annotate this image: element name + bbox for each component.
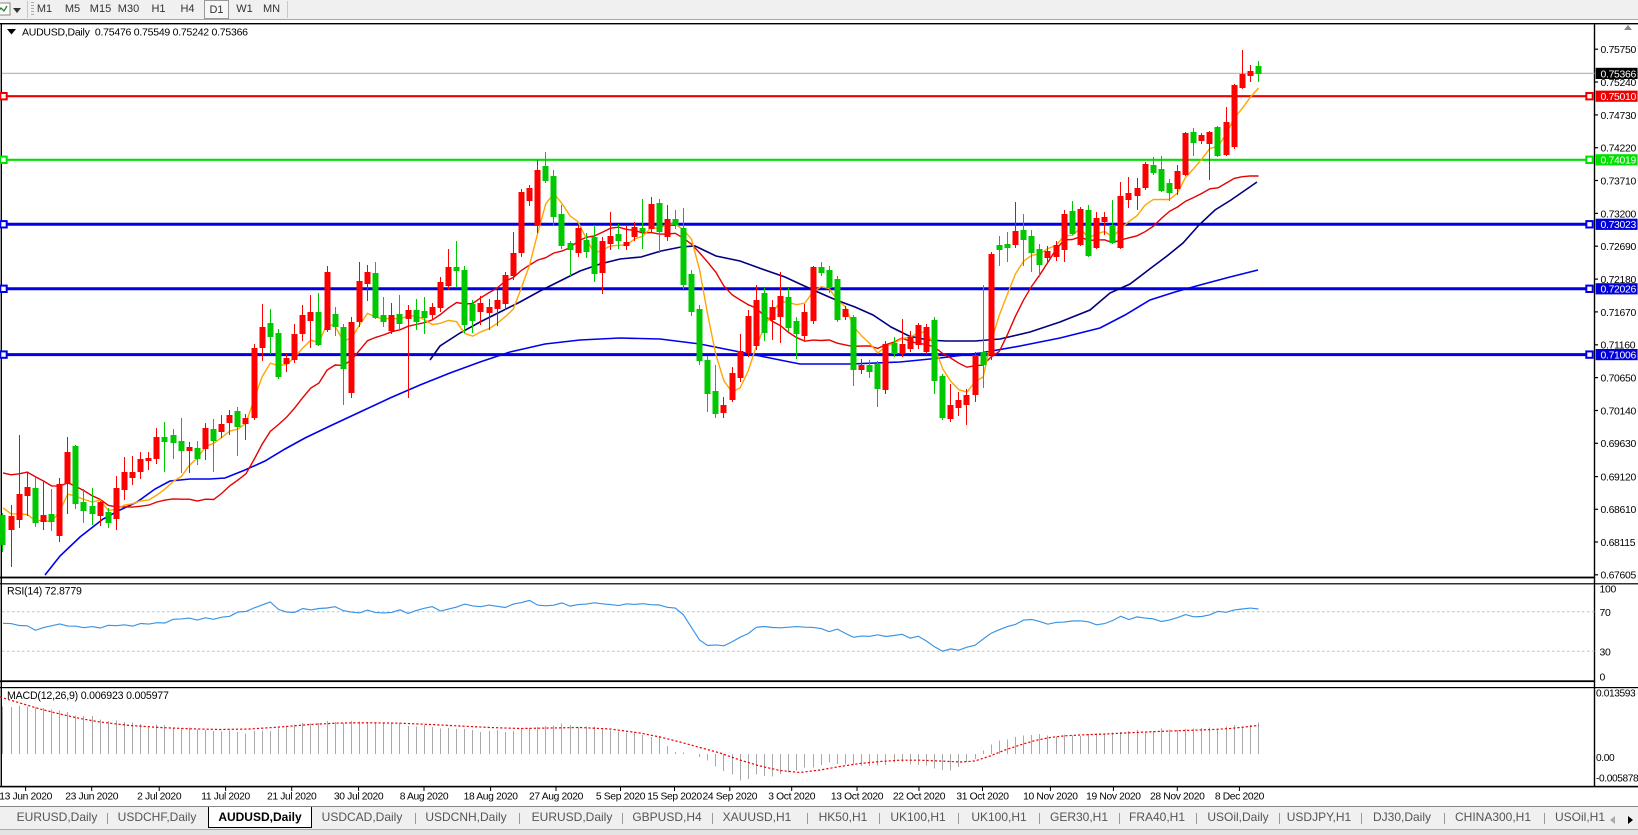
svg-text:15 Sep 2020: 15 Sep 2020 xyxy=(647,792,702,803)
svg-text:0.73200: 0.73200 xyxy=(1601,209,1637,220)
svg-text:0.71006: 0.71006 xyxy=(1601,351,1637,362)
svg-text:0.74019: 0.74019 xyxy=(1601,156,1637,167)
svg-text:0.68115: 0.68115 xyxy=(1601,538,1636,549)
svg-text:-0.005878: -0.005878 xyxy=(1596,774,1638,785)
svg-text:28 Nov 2020: 28 Nov 2020 xyxy=(1150,792,1205,803)
svg-text:0: 0 xyxy=(1600,673,1606,684)
svg-text:24 Sep 2020: 24 Sep 2020 xyxy=(703,792,758,803)
svg-text:0.73710: 0.73710 xyxy=(1601,176,1637,187)
svg-text:8 Dec 2020: 8 Dec 2020 xyxy=(1215,792,1265,803)
svg-text:2 Jul 2020: 2 Jul 2020 xyxy=(137,792,182,803)
svg-text:0.74220: 0.74220 xyxy=(1601,144,1637,155)
svg-text:21 Jul 2020: 21 Jul 2020 xyxy=(267,792,317,803)
svg-text:11 Jul 2020: 11 Jul 2020 xyxy=(201,792,250,803)
svg-text:0.72690: 0.72690 xyxy=(1601,242,1637,253)
svg-text:31 Oct 2020: 31 Oct 2020 xyxy=(956,792,1009,803)
svg-text:0.70140: 0.70140 xyxy=(1601,406,1637,417)
svg-text:23 Jun 2020: 23 Jun 2020 xyxy=(65,792,118,803)
svg-text:0.70650: 0.70650 xyxy=(1601,374,1637,385)
svg-text:27 Aug 2020: 27 Aug 2020 xyxy=(529,792,584,803)
svg-text:0.013593: 0.013593 xyxy=(1596,689,1636,700)
svg-text:3 Oct 2020: 3 Oct 2020 xyxy=(768,792,815,803)
svg-text:22 Oct 2020: 22 Oct 2020 xyxy=(893,792,946,803)
svg-text:8 Aug 2020: 8 Aug 2020 xyxy=(400,792,449,803)
svg-text:0.67605: 0.67605 xyxy=(1601,571,1637,582)
svg-text:30 Jul 2020: 30 Jul 2020 xyxy=(334,792,384,803)
svg-text:0.69120: 0.69120 xyxy=(1601,473,1637,484)
svg-text:0.72026: 0.72026 xyxy=(1601,285,1637,296)
svg-text:100: 100 xyxy=(1600,585,1617,596)
svg-text:0.75750: 0.75750 xyxy=(1601,45,1637,56)
svg-text:0.69630: 0.69630 xyxy=(1601,439,1637,450)
svg-text:0.71160: 0.71160 xyxy=(1601,341,1636,352)
svg-text:RSI(14) 72.8779: RSI(14) 72.8779 xyxy=(7,586,82,598)
svg-text:13 Jun 2020: 13 Jun 2020 xyxy=(0,792,53,803)
svg-text:0.73023: 0.73023 xyxy=(1601,220,1637,231)
svg-text:70: 70 xyxy=(1600,608,1611,619)
svg-text:0.72180: 0.72180 xyxy=(1601,275,1637,286)
svg-text:0.74730: 0.74730 xyxy=(1601,111,1637,122)
svg-text:0.00: 0.00 xyxy=(1596,753,1615,764)
svg-text:0.68610: 0.68610 xyxy=(1601,505,1637,516)
svg-text:0.75366: 0.75366 xyxy=(1601,69,1637,80)
svg-text:19 Nov 2020: 19 Nov 2020 xyxy=(1086,792,1141,803)
svg-text:0.71670: 0.71670 xyxy=(1601,308,1637,319)
svg-text:5 Sep 2020: 5 Sep 2020 xyxy=(596,792,646,803)
svg-text:0.75240: 0.75240 xyxy=(1601,78,1637,89)
svg-text:MACD(12,26,9) 0.006923 0.00597: MACD(12,26,9) 0.006923 0.005977 xyxy=(7,690,169,702)
svg-text:30: 30 xyxy=(1600,647,1611,658)
svg-text:AUDUSD,Daily 0.75476 0.75549: AUDUSD,Daily 0.75476 0.75549 0.75242 0.7… xyxy=(22,27,248,39)
svg-text:13 Oct 2020: 13 Oct 2020 xyxy=(831,792,884,803)
svg-text:10 Nov 2020: 10 Nov 2020 xyxy=(1023,792,1078,803)
svg-text:18 Aug 2020: 18 Aug 2020 xyxy=(464,792,519,803)
svg-text:0.75010: 0.75010 xyxy=(1601,92,1637,103)
